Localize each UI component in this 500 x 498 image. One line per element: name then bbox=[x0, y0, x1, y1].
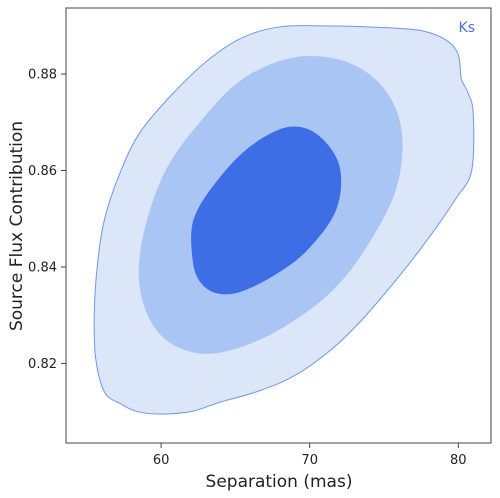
contour-inner bbox=[191, 126, 342, 295]
x-tick-label: 80 bbox=[450, 453, 467, 468]
x-tick-label: 70 bbox=[301, 453, 318, 468]
plot-frame bbox=[65, 7, 492, 444]
y-tick-label: 0.82 bbox=[28, 357, 57, 372]
y-tick-label: 0.88 bbox=[28, 68, 57, 83]
x-tick-label: 60 bbox=[153, 453, 170, 468]
y-tick-label: 0.84 bbox=[28, 260, 57, 275]
y-axis-label: Source Flux Contribution bbox=[7, 121, 27, 331]
y-axis-ticks: 0.82 0.84 0.86 0.88 bbox=[28, 68, 66, 372]
x-axis-label: Separation (mas) bbox=[206, 472, 353, 492]
y-tick-label: 0.86 bbox=[28, 164, 57, 179]
legend-label-ks: Ks bbox=[459, 20, 475, 36]
x-axis-ticks: 60 70 80 bbox=[153, 443, 467, 468]
contour-layer bbox=[93, 25, 475, 415]
